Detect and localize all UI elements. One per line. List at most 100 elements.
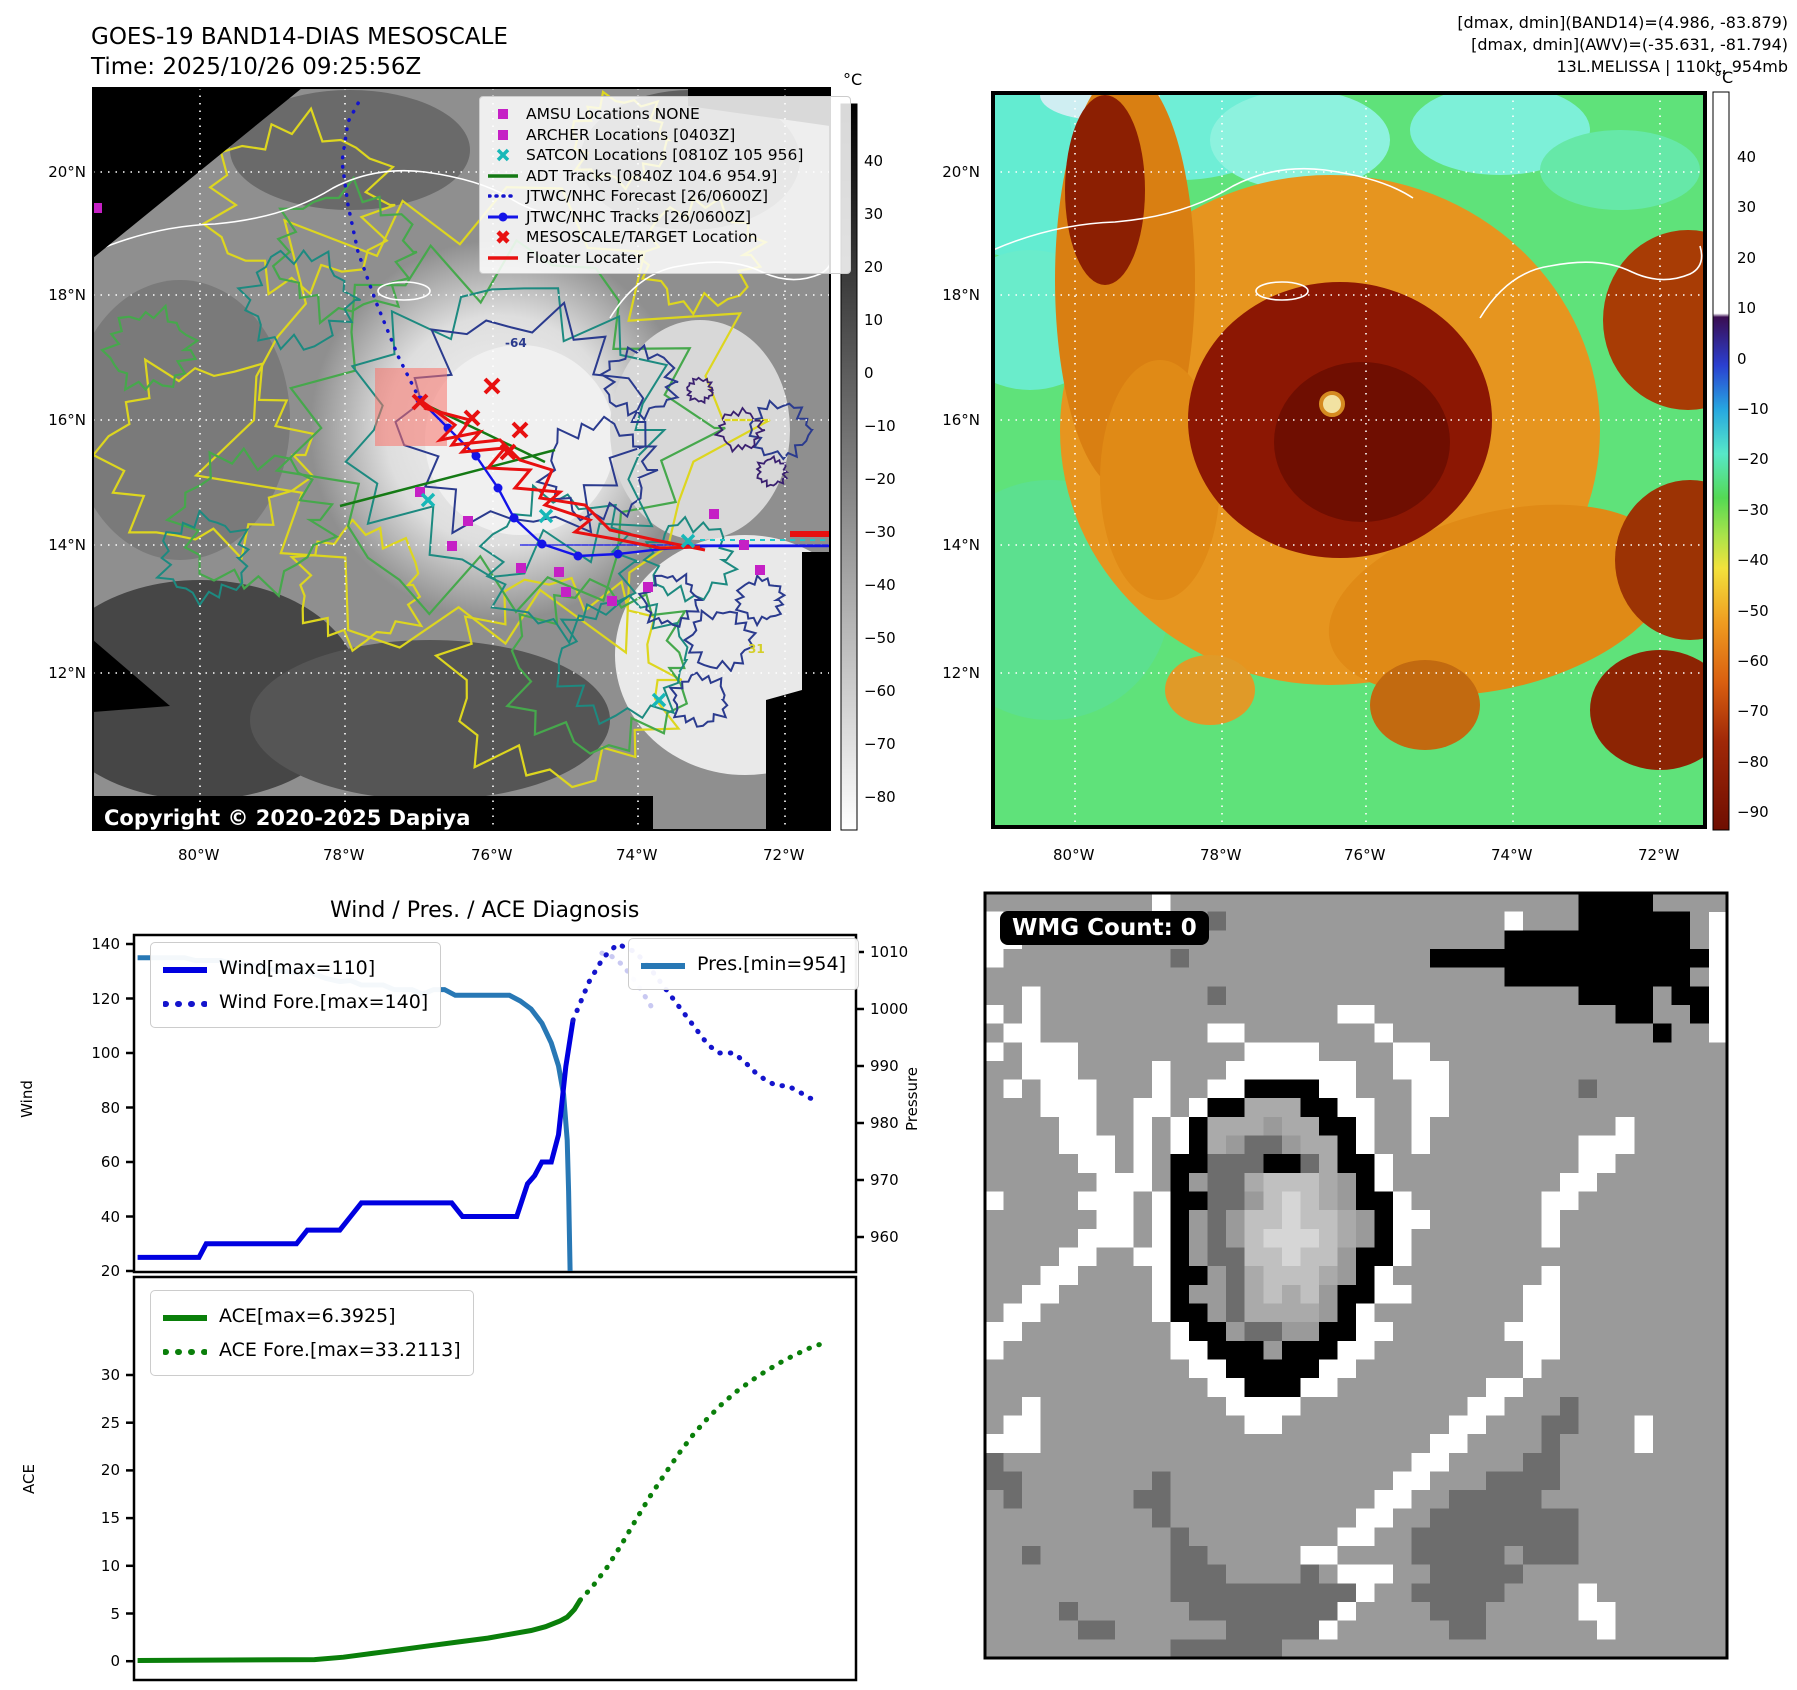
pressure-tick-label: 1010: [870, 943, 909, 961]
left-map-lat-label: 14°N: [48, 536, 86, 554]
left-map-lon-label: 76°W: [471, 846, 513, 864]
ace-legend-label: ACE[max=6.3925]: [219, 1305, 396, 1327]
right-colorbar-tick: −30: [1737, 500, 1769, 519]
left-map-satellite-art: [93, 88, 830, 830]
pressure-axis-title: Pressure: [903, 1066, 922, 1132]
mesoscale-target-box: [375, 368, 447, 446]
pressure-tick-label: 970: [870, 1171, 899, 1189]
wind-fore-line-sample: [162, 991, 210, 1013]
right-colorbar-tick: −70: [1737, 702, 1769, 721]
legend-row: JTWC/NHC Tracks [26/0600Z]: [488, 207, 842, 228]
right-map-satellite-art: [993, 93, 1705, 827]
left-colorbar-tick: 30: [864, 205, 884, 223]
ace-tick-label: 20: [100, 1461, 120, 1480]
pres-legend-label: Pres.[min=954]: [697, 953, 846, 975]
legend-row: AMSU Locations NONE: [488, 104, 842, 125]
right-map-coastlines: [993, 167, 1703, 319]
legend-label: AMSU Locations NONE: [526, 105, 700, 124]
pressure-tick-label: 990: [870, 1057, 899, 1075]
ace-axis-title: ACE: [19, 1464, 38, 1494]
line-legend-marker: [488, 169, 518, 183]
header-dmax-band14: [dmax, dmin](BAND14)=(4.986, -83.879): [1457, 13, 1788, 32]
wmg-panel: [983, 891, 1729, 1660]
wind-tick-label: 80: [100, 1098, 120, 1117]
legend-label: SATCON Locations [0810Z 105 956]: [526, 146, 804, 165]
legend-label: Floater Locater: [526, 248, 643, 267]
wmg-count-badge: WMG Count: 0: [1000, 911, 1209, 945]
ace-tick-label: 5: [110, 1604, 120, 1623]
left-map-panel: [92, 87, 858, 831]
pres-legend: Pres.[min=954]: [628, 938, 859, 990]
ace-tick-label: 0: [110, 1652, 120, 1671]
wmg-pixel-grid: [985, 893, 1728, 1659]
wind-tick-label: 120: [91, 989, 120, 1008]
wind-legend-label: Wind[max=110]: [219, 957, 376, 979]
ace-tick-label: 30: [100, 1366, 120, 1384]
wmg-border: [983, 891, 1729, 1660]
square-legend-marker: [488, 107, 518, 121]
left-panel-timestamp: Time: 2025/10/26 09:25:56Z: [91, 54, 422, 80]
right-map-lat-label: 20°N: [942, 163, 980, 181]
chart-title: Wind / Pres. / ACE Diagnosis: [330, 898, 640, 923]
legend-label: ADT Tracks [0840Z 104.6 954.9]: [526, 166, 778, 185]
right-colorbar-tick: −90: [1737, 803, 1769, 822]
right-map-graticule: [993, 93, 1705, 827]
series-solid: [137, 1598, 583, 1663]
wind-tick-label: 40: [100, 1207, 120, 1226]
left-colorbar-tick: −40: [864, 576, 896, 594]
xbold-legend-marker: [488, 230, 518, 244]
ace-fore-line-sample: [162, 1339, 210, 1361]
right-colorbar: [1712, 91, 1730, 831]
right-colorbar-tick: 30: [1737, 198, 1757, 217]
left-colorbar-tick: 10: [864, 311, 884, 329]
right-colorbar-tick: 0: [1737, 349, 1747, 368]
right-colorbar-tick: −50: [1737, 601, 1769, 620]
target-location-markers: [411, 377, 529, 461]
legend-row: ARCHER Locations [0403Z]: [488, 125, 842, 146]
left-map-graticule: [93, 88, 830, 830]
ace-tick-label: 10: [100, 1556, 120, 1575]
wind-fore-legend-label: Wind Fore.[max=140]: [219, 991, 429, 1013]
wind-tick-label: 140: [91, 935, 120, 953]
left-colorbar-tick: −50: [864, 629, 896, 647]
left-colorbar-tick: 40: [864, 152, 884, 170]
left-map-lon-label: 80°W: [178, 846, 220, 864]
left-colorbar-tick: −70: [864, 735, 896, 753]
left-colorbar-tick: −10: [864, 417, 896, 435]
legend-row: Floater Locater: [488, 248, 842, 269]
xthin-legend-marker: [488, 148, 518, 162]
wind-tick-label: 60: [100, 1153, 120, 1171]
right-colorbar-tick: 40: [1737, 148, 1757, 166]
jtwc-forecast-dotted: [340, 94, 422, 402]
right-map-lon-label: 76°W: [1344, 846, 1386, 864]
left-colorbar-tick: −60: [864, 682, 896, 700]
right-colorbar-tick: −20: [1737, 450, 1769, 469]
left-colorbar-tick: 20: [864, 258, 884, 276]
left-map-lat-label: 12°N: [48, 664, 86, 682]
left-colorbar-tick: −80: [864, 788, 896, 806]
contour-number: 31: [748, 642, 765, 656]
right-map-lon-label: 72°W: [1638, 846, 1680, 864]
pressure-tick-label: 1000: [870, 1000, 909, 1018]
series-dotted: [577, 1341, 823, 1603]
pres-line-sample: [641, 953, 685, 975]
right-map-lat-label: 18°N: [942, 286, 980, 304]
left-map-lat-label: 20°N: [48, 163, 86, 181]
ace-fore-legend-label: ACE Fore.[max=33.2113]: [219, 1339, 461, 1361]
wind-legend: Wind[max=110] Wind Fore.[max=140]: [150, 942, 442, 1028]
right-map-lon-label: 80°W: [1053, 846, 1095, 864]
contour-number: -64: [505, 336, 527, 350]
ace-legend: ACE[max=6.3925] ACE Fore.[max=33.2113]: [150, 1290, 474, 1376]
wind-tick-label: 20: [100, 1262, 120, 1280]
linedot-legend-marker: [488, 210, 518, 224]
right-colorbar-tick: −60: [1737, 652, 1769, 670]
header-storm-id: 13L.MELISSA | 110kt, 954mb: [1556, 57, 1788, 76]
legend-row: JTWC/NHC Forecast [26/0600Z]: [488, 186, 842, 207]
left-colorbar-tick: 0: [864, 364, 874, 382]
left-colorbar-tick: −30: [864, 523, 896, 541]
right-map-lat-label: 12°N: [942, 664, 980, 682]
right-colorbar-tick: −10: [1737, 400, 1769, 418]
legend-row: ADT Tracks [0840Z 104.6 954.9]: [488, 166, 842, 187]
